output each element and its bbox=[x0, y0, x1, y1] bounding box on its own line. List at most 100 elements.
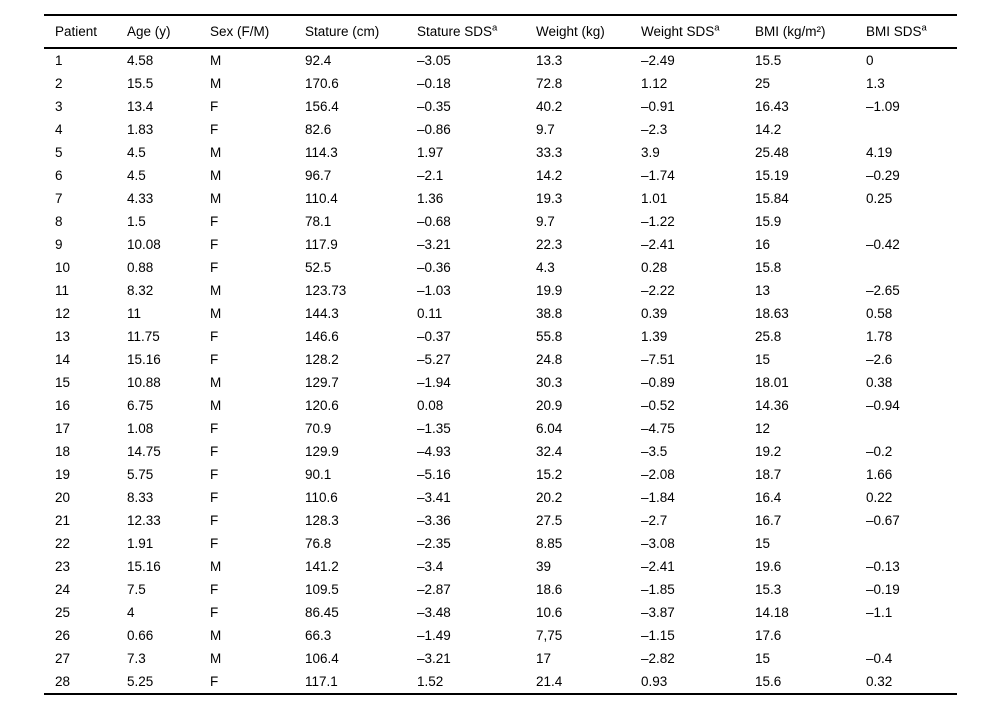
table-cell-patient: 5 bbox=[55, 145, 63, 160]
table-cell-sex: M bbox=[210, 283, 222, 298]
table-cell-age: 10.88 bbox=[127, 375, 161, 390]
table-cell-bmi: 15 bbox=[755, 651, 771, 666]
table-cell-bmi_sds: 0.22 bbox=[866, 490, 893, 505]
table-cell-bmi_sds bbox=[855, 624, 957, 647]
table-cell-bmi: 15.6 bbox=[755, 674, 782, 689]
footnote-marker-a: a bbox=[921, 22, 927, 34]
table-row: 25 4 F 86.45 –3.48 10.6 –3.87 14.18 –1.1 bbox=[44, 601, 957, 624]
table-cell-bmi_sds: –0.94 bbox=[866, 398, 900, 413]
table-cell-stature: 66.3 bbox=[305, 628, 332, 643]
table-cell-weight_sds: –1.74 bbox=[641, 168, 675, 183]
table-cell-weight_sds: –3.87 bbox=[641, 605, 675, 620]
table-cell-stature_sds: 1.52 bbox=[417, 674, 444, 689]
table-row: 20 8.33 F 110.6 –3.41 20.2 –1.84 16.4 0.22 bbox=[44, 486, 957, 509]
table-cell-bmi_sds bbox=[855, 256, 957, 279]
table-cell-bmi_sds: 1.78 bbox=[866, 329, 893, 344]
table-cell-sex: M bbox=[210, 375, 222, 390]
table-cell-weight_sds: 3.9 bbox=[641, 145, 660, 160]
table-cell-stature: 92.4 bbox=[305, 53, 332, 68]
table-row: 2 15.5 M 170.6 –0.18 72.8 1.12 25 1.3 bbox=[44, 72, 957, 95]
table-cell-age: 8.33 bbox=[127, 490, 154, 505]
table-cell-weight: 17 bbox=[536, 651, 552, 666]
table-cell-sex: F bbox=[210, 582, 219, 597]
table-cell-weight: 27.5 bbox=[536, 513, 563, 528]
table-cell-weight_sds: –2.49 bbox=[641, 53, 675, 68]
column-header-bmi: BMI (kg/m²) bbox=[744, 15, 855, 49]
table-cell-bmi: 15.19 bbox=[755, 168, 789, 183]
table-cell-stature_sds: –0.86 bbox=[417, 122, 451, 137]
table-cell-sex: M bbox=[210, 76, 222, 91]
table-row: 21 12.33 F 128.3 –3.36 27.5 –2.7 16.7 –0.67 bbox=[44, 509, 957, 532]
table-cell-patient: 28 bbox=[55, 674, 71, 689]
table-cell-age: 12.33 bbox=[127, 513, 161, 528]
column-header-sex: Sex (F/M) bbox=[199, 15, 294, 49]
table-cell-patient: 17 bbox=[55, 421, 71, 436]
table-cell-sex: F bbox=[210, 444, 219, 459]
table-row: 5 4.5 M 114.3 1.97 33.3 3.9 25.48 4.19 bbox=[44, 141, 957, 164]
table-cell-age: 11 bbox=[127, 306, 142, 321]
table-row: 27 7.3 M 106.4 –3.21 17 –2.82 15 –0.4 bbox=[44, 647, 957, 670]
table-cell-stature_sds: –0.68 bbox=[417, 214, 451, 229]
table-cell-bmi: 15.3 bbox=[755, 582, 782, 597]
table-cell-bmi_sds: –0.42 bbox=[866, 237, 900, 252]
table-cell-patient: 25 bbox=[55, 605, 71, 620]
table-cell-stature: 90.1 bbox=[305, 467, 332, 482]
table-cell-weight: 30.3 bbox=[536, 375, 563, 390]
table-row: 17 1.08 F 70.9 –1.35 6.04 –4.75 12 bbox=[44, 417, 957, 440]
table-cell-weight_sds: –2.22 bbox=[641, 283, 675, 298]
table-cell-weight: 20.9 bbox=[536, 398, 563, 413]
table-cell-bmi_sds: 0 bbox=[866, 53, 874, 68]
column-header-age: Age (y) bbox=[116, 15, 199, 49]
table-cell-bmi_sds: –2.6 bbox=[866, 352, 893, 367]
table-cell-sex: F bbox=[210, 467, 219, 482]
table-cell-bmi: 16.4 bbox=[755, 490, 782, 505]
table-cell-age: 15.5 bbox=[127, 76, 154, 91]
table-cell-bmi: 12 bbox=[755, 421, 771, 436]
table-cell-bmi_sds: –0.19 bbox=[866, 582, 900, 597]
table-row: 22 1.91 F 76.8 –2.35 8.85 –3.08 15 bbox=[44, 532, 957, 555]
table-cell-stature: 128.2 bbox=[305, 352, 339, 367]
table-cell-bmi_sds: –0.2 bbox=[866, 444, 893, 459]
table-cell-age: 4.33 bbox=[127, 191, 154, 206]
table-cell-patient: 15 bbox=[55, 375, 71, 390]
table-cell-stature_sds: –2.1 bbox=[417, 168, 444, 183]
table-cell-bmi: 15.8 bbox=[755, 260, 782, 275]
table-row: 7 4.33 M 110.4 1.36 19.3 1.01 15.84 0.25 bbox=[44, 187, 957, 210]
table-cell-stature_sds: –0.35 bbox=[417, 99, 451, 114]
table-cell-patient: 4 bbox=[55, 122, 63, 137]
table-cell-bmi: 16.43 bbox=[755, 99, 789, 114]
table-cell-age: 15.16 bbox=[127, 559, 161, 574]
table-cell-stature_sds: 0.08 bbox=[417, 398, 444, 413]
table-cell-patient: 2 bbox=[55, 76, 63, 91]
table-cell-sex: M bbox=[210, 398, 222, 413]
table-cell-bmi_sds bbox=[855, 118, 957, 141]
table-cell-sex: M bbox=[210, 651, 222, 666]
table-cell-patient: 16 bbox=[55, 398, 71, 413]
table-cell-age: 1.91 bbox=[127, 536, 154, 551]
table-cell-stature_sds: –3.36 bbox=[417, 513, 451, 528]
table-cell-bmi: 15 bbox=[755, 352, 771, 367]
table-cell-bmi: 17.6 bbox=[755, 628, 782, 643]
table-row: 23 15.16 M 141.2 –3.4 39 –2.41 19.6 –0.13 bbox=[44, 555, 957, 578]
table-cell-sex: M bbox=[210, 628, 222, 643]
table-cell-stature: 141.2 bbox=[305, 559, 339, 574]
table-cell-age: 13.4 bbox=[127, 99, 154, 114]
table-row: 15 10.88 M 129.7 –1.94 30.3 –0.89 18.01 0.38 bbox=[44, 371, 957, 394]
column-header-stature: Stature (cm) bbox=[294, 15, 406, 49]
table-cell-bmi: 19.2 bbox=[755, 444, 782, 459]
table-row: 11 8.32 M 123.73 –1.03 19.9 –2.22 13 –2.65 bbox=[44, 279, 957, 302]
table-cell-bmi_sds: –2.65 bbox=[866, 283, 900, 298]
table-cell-patient: 20 bbox=[55, 490, 71, 505]
table-cell-weight: 15.2 bbox=[536, 467, 563, 482]
table-cell-stature_sds: –0.37 bbox=[417, 329, 451, 344]
table-cell-bmi_sds: –1.1 bbox=[866, 605, 893, 620]
table-cell-weight: 9.7 bbox=[536, 214, 555, 229]
table-row: 12 11 M 144.3 0.11 38.8 0.39 18.63 0.58 bbox=[44, 302, 957, 325]
table-cell-bmi: 25.8 bbox=[755, 329, 782, 344]
table-cell-weight: 32.4 bbox=[536, 444, 563, 459]
table-cell-weight: 18.6 bbox=[536, 582, 563, 597]
table-cell-weight: 20.2 bbox=[536, 490, 563, 505]
table-cell-bmi_sds bbox=[855, 210, 957, 233]
table-cell-bmi_sds: –0.4 bbox=[866, 651, 893, 666]
table-cell-age: 5.75 bbox=[127, 467, 154, 482]
